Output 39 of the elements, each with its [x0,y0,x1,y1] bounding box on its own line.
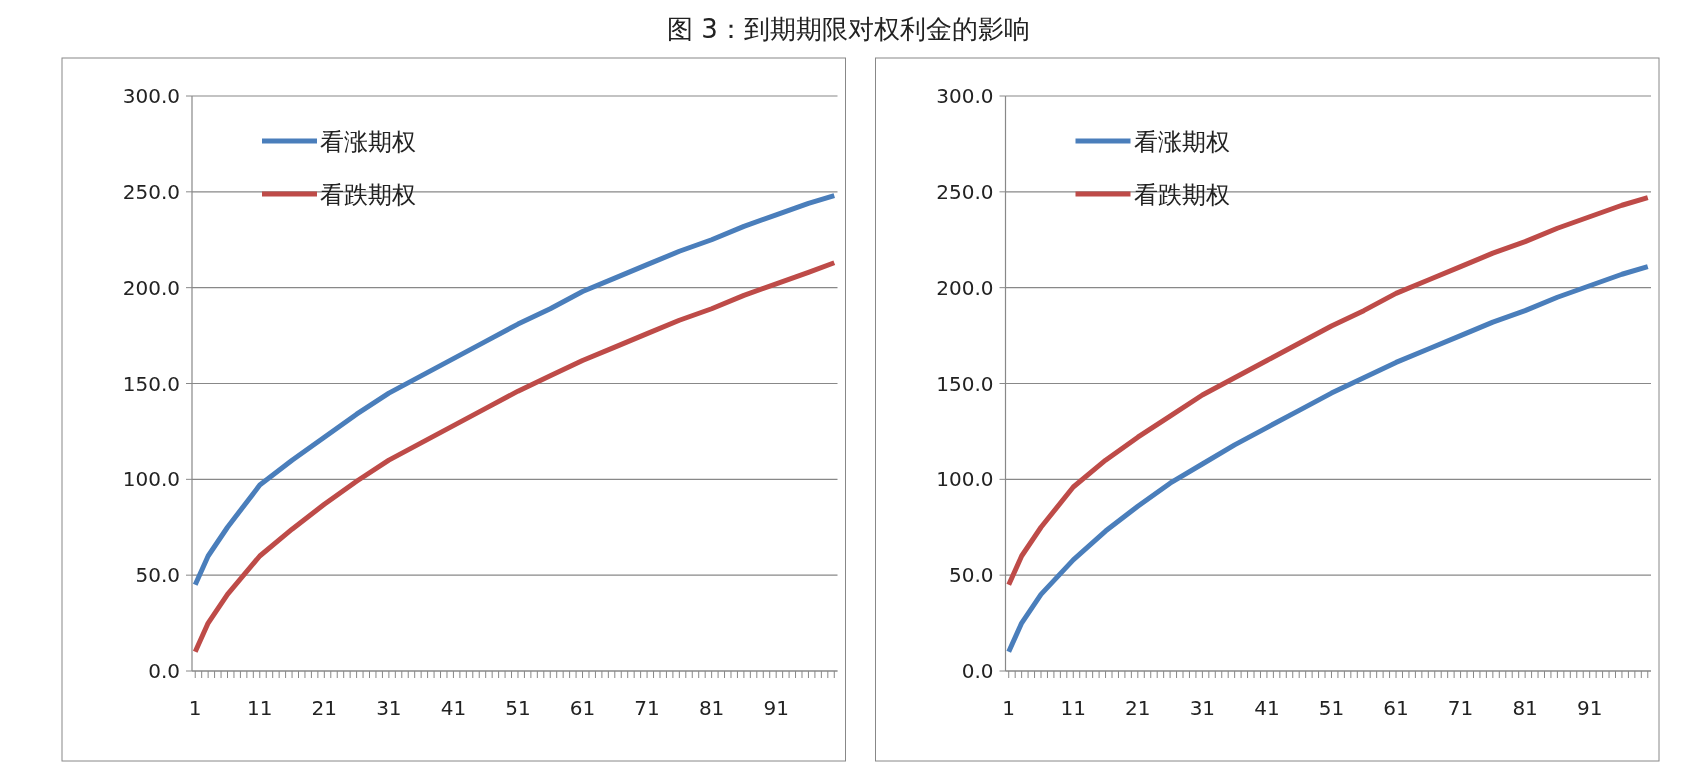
x-tick-label: 61 [1383,696,1409,720]
x-tick-label: 71 [634,696,660,720]
x-tick-label: 21 [311,696,338,720]
x-tick-label: 41 [1254,696,1280,720]
legend-label: 看涨期权 [320,128,416,156]
x-tick-label: 81 [1512,696,1538,720]
x-tick-label: 91 [1576,696,1603,720]
y-tick-label: 0.0 [148,659,180,683]
y-tick-label: 100.0 [936,467,994,492]
y-tick-label: 250.0 [936,179,994,204]
x-tick-label: 51 [1318,696,1345,720]
x-tick-label: 61 [569,696,596,720]
x-tick-label: 71 [1447,696,1474,720]
x-tick-label: 21 [1125,696,1151,720]
x-tick-label: 81 [698,696,725,720]
y-tick-label: 300.0 [122,84,180,108]
y-tick-label: 50.0 [948,563,994,588]
legend-label: 看跌期权 [1133,181,1230,209]
y-tick-label: 150.0 [936,371,994,396]
y-tick-label: 50.0 [135,563,180,588]
x-tick-label: 11 [1060,696,1086,720]
y-tick-label: 200.0 [122,275,180,300]
x-tick-label: 11 [247,696,273,720]
legend-label: 看跌期权 [320,181,416,209]
x-tick-label: 91 [763,696,789,720]
x-tick-label: 41 [440,696,467,720]
y-tick-label: 150.0 [122,371,180,396]
x-tick-label: 51 [505,696,531,720]
y-tick-label: 100.0 [122,467,180,492]
x-tick-label: 1 [1002,696,1016,720]
y-tick-label: 200.0 [936,275,994,300]
x-tick-label: 1 [188,696,202,720]
x-tick-label: 31 [376,696,402,720]
y-tick-label: 300.0 [936,84,994,108]
chart-title: 图 3：到期期限对权利金的影响 [667,14,1030,44]
y-tick-label: 0.0 [961,659,994,683]
legend-label: 看涨期权 [1133,128,1230,156]
x-tick-label: 31 [1189,696,1216,720]
y-tick-label: 250.0 [122,179,180,204]
